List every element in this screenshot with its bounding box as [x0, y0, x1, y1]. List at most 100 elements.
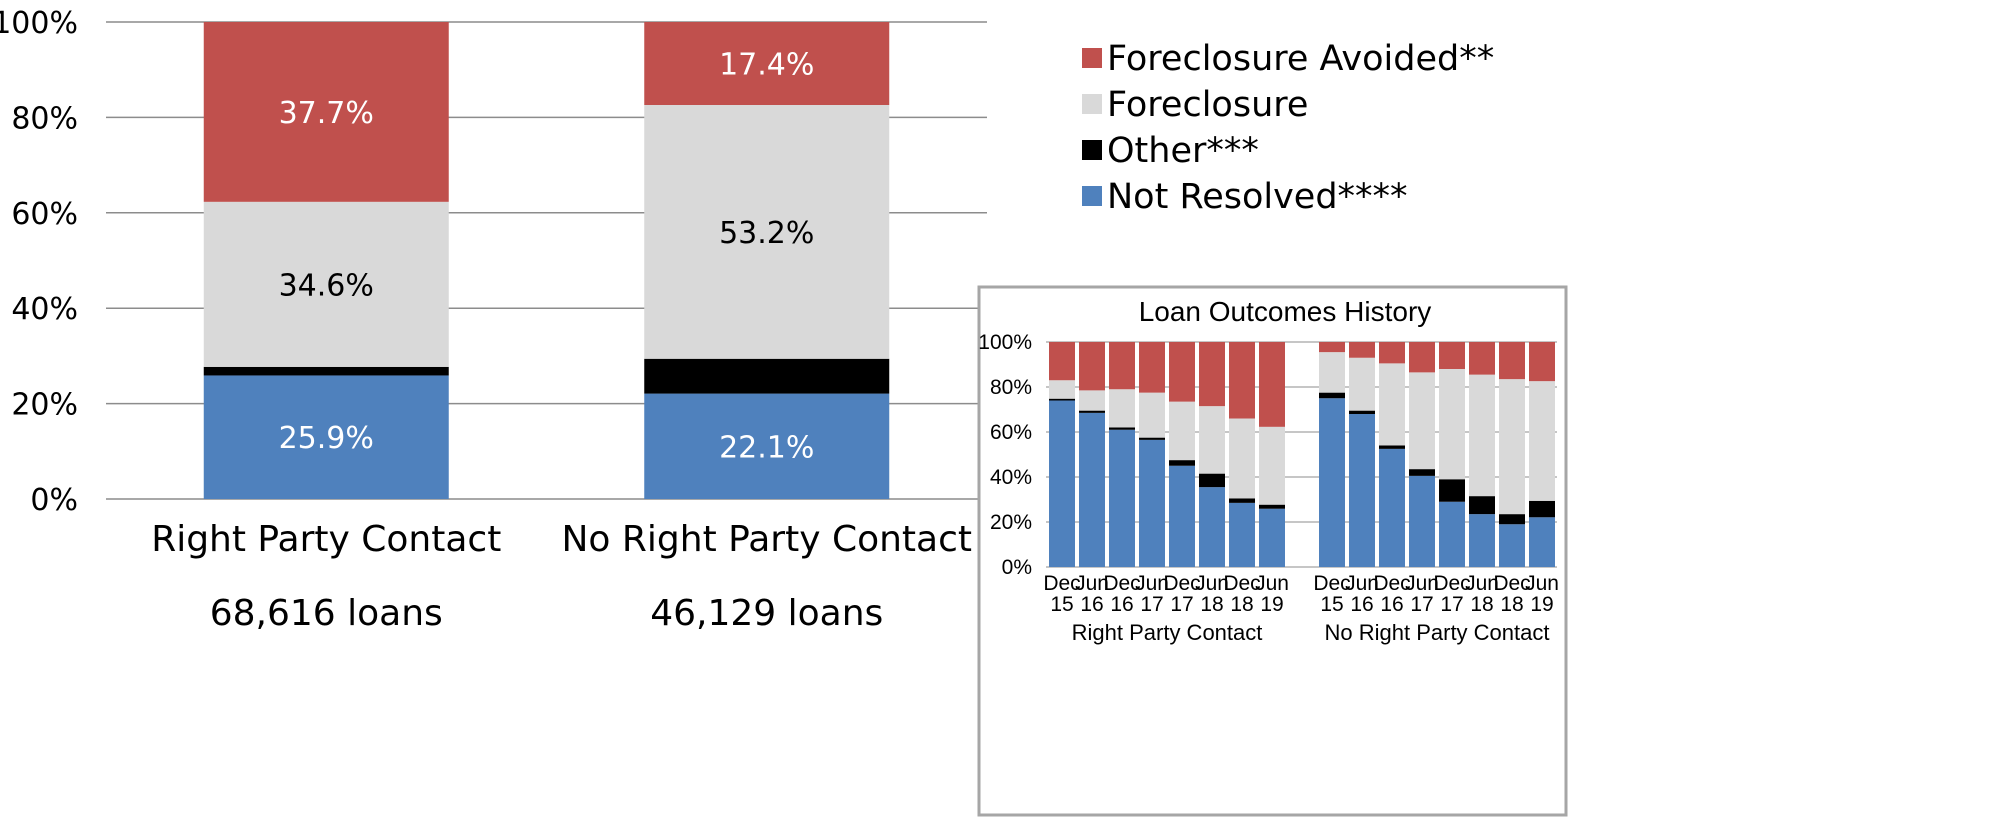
- y-tick-label: 60%: [11, 197, 78, 232]
- inset-bar-segment: [1439, 369, 1465, 480]
- inset-period-year: 18: [1500, 593, 1523, 616]
- inset-bar-segment: [1439, 501, 1465, 567]
- category-count: 68,616 loans: [210, 593, 443, 634]
- inset-period-month: Jun: [1525, 572, 1559, 595]
- legend-label: Not Resolved****: [1107, 177, 1408, 217]
- legend-swatch: [1082, 186, 1102, 206]
- inset-period-year: 19: [1530, 593, 1553, 616]
- inset-bar-segment: [1229, 418, 1255, 499]
- main-y-axis-ticks: 0% 20% 40% 60% 80% 100%: [0, 6, 78, 518]
- inset-period-month: Dec: [1433, 572, 1470, 595]
- category-label: No Right Party Contact: [561, 519, 972, 560]
- bar-segment: [203, 201, 449, 367]
- data-label: 22.1%: [719, 430, 814, 465]
- inset-period-year: 17: [1170, 593, 1193, 616]
- inset-bar-segment: [1379, 342, 1405, 364]
- inset-bar-segment: [1109, 429, 1135, 567]
- inset-period-month: Jun: [1255, 572, 1289, 595]
- inset-bar-segment: [1499, 514, 1525, 525]
- legend-swatch: [1082, 94, 1102, 114]
- y-tick-label: 0%: [30, 483, 78, 518]
- legend-swatch: [1082, 48, 1102, 68]
- inset-bar-segment: [1529, 517, 1555, 567]
- inset-bar-segment: [1349, 410, 1375, 414]
- inset-period-month: Dec: [1163, 572, 1200, 595]
- inset-period-month: Jun: [1195, 572, 1229, 595]
- inset-bar-segment: [1229, 342, 1255, 419]
- inset-title: Loan Outcomes History: [1139, 296, 1432, 327]
- inset-bar-segment: [1199, 406, 1225, 474]
- inset-bar-segment: [1439, 479, 1465, 502]
- inset-bar-segment: [1259, 426, 1285, 505]
- inset-period-month: Jun: [1345, 572, 1379, 595]
- inset-period-year: 17: [1140, 593, 1163, 616]
- y-tick-label: 80%: [11, 101, 78, 136]
- inset-group-label: Right Party Contact: [1072, 620, 1263, 645]
- bar-segment: [203, 375, 449, 499]
- bar-segment: [203, 22, 449, 202]
- inset-bar-segment: [1199, 342, 1225, 407]
- inset-bar-segment: [1259, 504, 1285, 509]
- inset-period-month: Dec: [1103, 572, 1140, 595]
- inset-bar-segment: [1409, 475, 1435, 567]
- loan-outcomes-history-inset: Loan Outcomes History 0% 20% 40% 60% 80% 100% D…: [977, 285, 1568, 817]
- inset-period-month: Dec: [1373, 572, 1410, 595]
- inset-period-year: 16: [1380, 593, 1403, 616]
- inset-bar-segment: [1109, 389, 1135, 428]
- inset-bar-segment: [1199, 487, 1225, 567]
- inset-y-tick-label: 80%: [990, 376, 1032, 399]
- inset-bar-segment: [1439, 342, 1465, 369]
- inset-bar-segment: [1499, 379, 1525, 515]
- inset-bar-segment: [1379, 363, 1405, 446]
- inset-y-tick-label: 40%: [990, 466, 1032, 489]
- data-label: 53.2%: [719, 216, 814, 251]
- inset-bar-segment: [1349, 357, 1375, 411]
- inset-bar-segment: [1109, 427, 1135, 430]
- inset-bar-segment: [1079, 412, 1105, 567]
- inset-period-month: Dec: [1493, 572, 1530, 595]
- legend-swatch: [1082, 140, 1102, 160]
- inset-bar-segment: [1229, 502, 1255, 567]
- data-label: 17.4%: [719, 47, 814, 82]
- inset-period-month: Dec: [1043, 572, 1080, 595]
- inset-bar-segment: [1409, 342, 1435, 373]
- inset-bar-segment: [1349, 414, 1375, 567]
- inset-bar-segment: [1319, 398, 1345, 567]
- inset-y-tick-label: 0%: [1002, 556, 1032, 579]
- inset-bar-segment: [1319, 392, 1345, 399]
- inset-period-month: Dec: [1223, 572, 1260, 595]
- inset-period-year: 18: [1230, 593, 1253, 616]
- inset-bar-segment: [1259, 508, 1285, 567]
- inset-bar-segment: [1079, 410, 1105, 413]
- y-tick-label: 20%: [11, 388, 78, 423]
- inset-bar-segment: [1139, 439, 1165, 567]
- inset-bar-segment: [1469, 496, 1495, 515]
- inset-period-year: 16: [1350, 593, 1373, 616]
- inset-y-tick-label: 100%: [978, 331, 1032, 354]
- inset-bar-segment: [1469, 374, 1495, 497]
- inset-period-month: Jun: [1135, 572, 1169, 595]
- inset-bar-segment: [1409, 372, 1435, 470]
- inset-bar-segment: [1529, 500, 1555, 518]
- inset-period-year: 15: [1320, 593, 1343, 616]
- legend-label: Other***: [1107, 131, 1259, 171]
- inset-bar-segment: [1469, 514, 1495, 567]
- inset-bar-segment: [1139, 392, 1165, 438]
- inset-bar-segment: [1169, 342, 1195, 402]
- inset-y-tick-label: 60%: [990, 421, 1032, 444]
- inset-bar-segment: [1319, 352, 1345, 393]
- inset-period-year: 17: [1410, 593, 1433, 616]
- inset-bar-segment: [1529, 342, 1555, 382]
- inset-bar-segment: [1319, 342, 1345, 353]
- inset-bar-segment: [1229, 498, 1255, 503]
- inset-bar-segment: [1049, 400, 1075, 567]
- inset-period-month: Jun: [1465, 572, 1499, 595]
- category-count: 46,129 loans: [650, 593, 883, 634]
- inset-bar-segment: [1379, 445, 1405, 449]
- inset-bar-segment: [1379, 448, 1405, 567]
- inset-bar-segment: [1499, 524, 1525, 567]
- bar-segment: [203, 366, 449, 376]
- y-tick-label: 100%: [0, 6, 78, 41]
- main-category-labels: Right Party Contact 68,616 loans No Right …: [151, 519, 972, 634]
